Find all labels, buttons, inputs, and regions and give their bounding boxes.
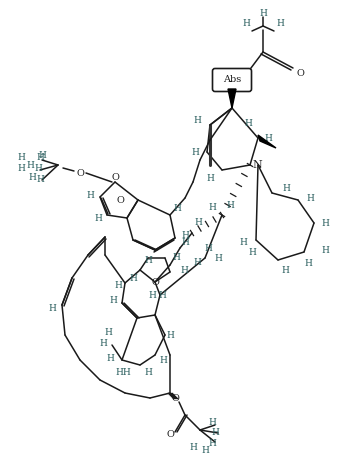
Text: H: H bbox=[208, 438, 216, 447]
Text: H: H bbox=[226, 200, 234, 210]
Text: H: H bbox=[180, 266, 188, 274]
Text: H: H bbox=[48, 304, 56, 312]
Text: H: H bbox=[36, 174, 44, 184]
Text: H: H bbox=[193, 115, 201, 125]
Text: H: H bbox=[28, 173, 36, 181]
Text: H: H bbox=[109, 295, 117, 305]
Text: H: H bbox=[244, 119, 252, 127]
Text: H: H bbox=[264, 133, 272, 142]
Text: H: H bbox=[172, 252, 180, 261]
Text: H: H bbox=[173, 204, 181, 213]
Text: H: H bbox=[181, 231, 189, 239]
Text: H: H bbox=[193, 258, 201, 266]
Text: H: H bbox=[17, 153, 25, 161]
Polygon shape bbox=[258, 135, 276, 148]
Text: H: H bbox=[148, 291, 156, 299]
Text: H: H bbox=[26, 160, 34, 170]
Text: H: H bbox=[214, 253, 222, 263]
Text: H: H bbox=[17, 164, 25, 173]
Text: O: O bbox=[151, 278, 159, 286]
Text: H: H bbox=[181, 238, 189, 246]
Text: H: H bbox=[114, 280, 122, 290]
Text: H: H bbox=[242, 20, 250, 28]
Text: H: H bbox=[201, 445, 209, 454]
Text: O: O bbox=[111, 173, 119, 181]
Text: H: H bbox=[208, 202, 216, 212]
Text: HH: HH bbox=[115, 367, 131, 377]
Text: H: H bbox=[34, 164, 42, 173]
Text: H: H bbox=[259, 9, 267, 19]
Text: H: H bbox=[38, 151, 46, 159]
Text: H: H bbox=[276, 20, 284, 28]
Text: H: H bbox=[166, 331, 174, 339]
Text: H: H bbox=[248, 247, 256, 257]
Text: H: H bbox=[321, 219, 329, 227]
Text: O: O bbox=[116, 195, 124, 205]
Text: H: H bbox=[282, 184, 290, 193]
Text: Abs: Abs bbox=[223, 75, 241, 85]
Text: H: H bbox=[189, 443, 197, 452]
Text: H: H bbox=[211, 427, 219, 437]
Text: H: H bbox=[239, 238, 247, 246]
Text: H: H bbox=[129, 273, 137, 283]
Text: O: O bbox=[166, 430, 174, 438]
Text: H: H bbox=[281, 266, 289, 274]
FancyBboxPatch shape bbox=[212, 68, 251, 92]
Text: H: H bbox=[159, 356, 167, 365]
Text: H: H bbox=[144, 255, 152, 265]
Text: H: H bbox=[158, 291, 166, 299]
Text: H: H bbox=[191, 147, 199, 157]
Text: H: H bbox=[208, 418, 216, 426]
Text: O: O bbox=[296, 68, 304, 78]
Text: O: O bbox=[171, 393, 179, 403]
Text: H: H bbox=[99, 339, 107, 347]
Text: H: H bbox=[36, 153, 44, 161]
Text: H: H bbox=[206, 173, 214, 182]
Text: H: H bbox=[94, 213, 102, 222]
Text: O: O bbox=[76, 168, 84, 178]
Polygon shape bbox=[228, 89, 236, 108]
Text: H: H bbox=[144, 367, 152, 377]
Text: H: H bbox=[104, 327, 112, 337]
Text: H: H bbox=[306, 193, 314, 202]
Text: H: H bbox=[194, 218, 202, 226]
Text: H: H bbox=[304, 259, 312, 267]
Text: H: H bbox=[204, 244, 212, 252]
Text: H: H bbox=[321, 246, 329, 254]
Text: N: N bbox=[252, 160, 262, 170]
Text: H: H bbox=[106, 353, 114, 363]
Text: H: H bbox=[86, 191, 94, 199]
